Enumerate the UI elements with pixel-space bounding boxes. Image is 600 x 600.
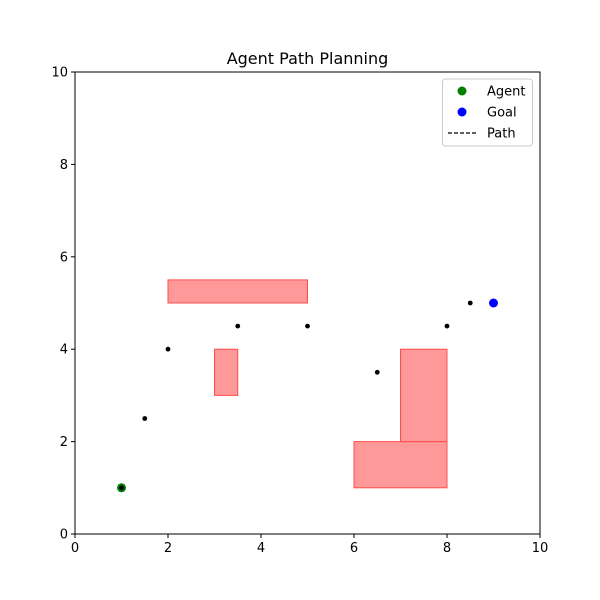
obstacles-layer bbox=[167, 279, 448, 489]
legend: Agent Goal Path bbox=[442, 78, 533, 147]
y-tick-label-4: 4 bbox=[60, 343, 68, 358]
x-tick-label-2: 2 bbox=[164, 541, 172, 556]
axis-ticks: 0 2 4 6 8 10 0 2 4 6 8 10 bbox=[51, 66, 548, 557]
path-point-8 bbox=[467, 300, 473, 306]
legend-box bbox=[442, 78, 533, 147]
x-tick-label-10: 10 bbox=[532, 541, 549, 556]
goal-marker bbox=[489, 298, 498, 308]
y-tick-label-10: 10 bbox=[51, 66, 68, 81]
x-tick-label-8: 8 bbox=[443, 541, 451, 556]
legend-goal-label: Goal bbox=[487, 106, 517, 121]
obstacle-2 bbox=[214, 348, 239, 396]
plot-area-frame bbox=[74, 71, 541, 535]
path-point-7 bbox=[444, 323, 450, 329]
legend-agent-label: Agent bbox=[487, 85, 525, 100]
path-point-6 bbox=[374, 369, 380, 375]
path-point-5 bbox=[305, 323, 310, 329]
path-point-2 bbox=[142, 416, 148, 421]
agent-path-start-point bbox=[119, 485, 124, 491]
x-tick-label-4: 4 bbox=[257, 541, 265, 556]
obstacle-3 bbox=[353, 441, 448, 489]
obstacle-1 bbox=[167, 279, 308, 304]
chart-title: Agent Path Planning bbox=[227, 49, 389, 68]
x-tick-label-6: 6 bbox=[350, 541, 358, 556]
y-tick-label-0: 0 bbox=[60, 528, 68, 543]
path-point-3 bbox=[165, 346, 171, 352]
legend-agent-marker bbox=[457, 86, 467, 96]
x-tick-label-0: 0 bbox=[71, 541, 79, 556]
path-layer bbox=[117, 298, 498, 493]
legend-goal-marker bbox=[457, 107, 467, 117]
y-tick-label-8: 8 bbox=[60, 158, 68, 173]
obstacle-4 bbox=[400, 348, 448, 443]
legend-path-label: Path bbox=[487, 127, 516, 142]
y-tick-label-6: 6 bbox=[60, 250, 68, 265]
path-point-4 bbox=[235, 323, 241, 329]
y-tick-label-2: 2 bbox=[60, 435, 68, 450]
